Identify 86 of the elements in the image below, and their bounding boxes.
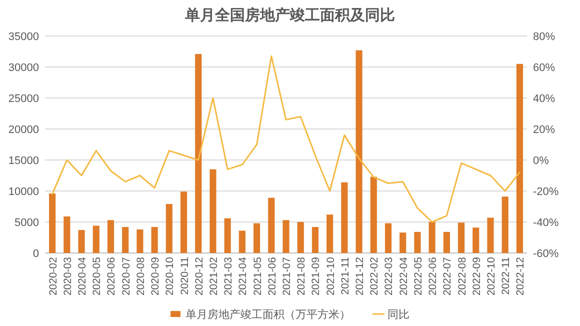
x-tick-label: 2020-06 [106,256,118,296]
y2-tick-label: 40% [533,93,556,105]
bar [472,228,480,253]
bar [400,232,406,253]
bar [64,216,70,253]
y-tick-label: 10000 [8,186,39,198]
x-tick-label: 2021-10 [324,256,337,296]
bar [282,220,290,253]
y-tick-label: 20000 [8,124,39,136]
bar [384,223,392,253]
chart-title: 单月全国房地产竣工面积及同比 [184,6,395,24]
y2-tick-label: -40% [533,217,559,229]
y2-tick-label: -20% [533,186,559,198]
x-tick-label: 2020-02 [47,256,60,296]
x-tick-label: 2022-02 [368,256,381,296]
bar [458,222,465,253]
x-tick-label: 2020-03 [62,256,74,296]
x-tick-label: 2022-12 [514,256,527,296]
bar [180,192,188,253]
x-tick-label: 2022-03 [383,256,396,296]
x-tick-label: 2022-09 [470,256,483,296]
bar [312,226,318,253]
bar [136,229,144,253]
bar [370,176,377,253]
x-tick-label: 2022-11 [500,256,512,295]
x-tick-label: 2022-08 [456,256,468,296]
bar [414,232,421,253]
x-tick-label: 2021-08 [296,256,308,296]
x-tick-label: 2020-09 [150,256,162,296]
bar [238,230,246,253]
legend-label: 单月房地产竣工面积（万平方米） [186,308,350,321]
x-tick-label: 2021-04 [237,256,250,296]
y-tick-label: 35000 [8,31,39,43]
bar [268,198,275,253]
x-tick-label: 2020-11 [178,256,191,295]
bar [107,220,114,253]
bar [487,218,494,253]
bar [122,226,129,253]
x-tick-label: 2021-02 [208,256,220,296]
x-tick-label: 2021-11 [339,256,352,295]
x-tick-label: 2020-04 [76,256,89,296]
bar [92,226,100,253]
x-tick-label: 2021-09 [310,256,322,296]
bar [195,54,202,253]
x-tick-label: 2021-12 [354,256,366,296]
bar [516,64,523,253]
bar [78,230,85,253]
line-series [52,55,520,223]
x-tick-label: 2021-06 [266,256,278,296]
x-tick-label: 2020-08 [134,256,147,296]
y-tick-label: 15000 [8,155,39,167]
bar [428,222,436,253]
x-tick-label: 2020-12 [193,256,206,296]
y2-tick-label: 80% [533,31,556,43]
bar [356,50,362,253]
x-tick-label: 2022-06 [427,256,440,296]
bar [502,196,508,253]
bar [443,232,450,253]
y-tick-label: 30000 [8,62,39,74]
x-tick-label: 2022-07 [442,256,454,296]
x-tick-label: 2021-07 [281,256,293,296]
bar [151,226,158,253]
bar [297,222,304,253]
y-tick-label: 25000 [8,93,39,105]
bar [166,204,172,253]
bar [224,218,231,253]
y2-tick-label: -60% [533,248,559,260]
x-tick-label: 2022-04 [398,256,410,296]
y-tick-label: 0 [32,248,39,260]
x-tick-label: 2022-10 [485,256,498,296]
y2-tick-label: 0% [533,155,550,167]
x-tick-label: 2020-07 [120,256,132,296]
y-tick-label: 5000 [14,217,39,229]
y2-tick-label: 60% [533,62,556,74]
bar [341,182,348,253]
bar [210,169,216,253]
bar [254,223,260,253]
y2-tick-label: 20% [533,124,556,136]
x-tick-label: 2020-05 [91,256,104,296]
x-tick-label: 2020-10 [164,256,176,296]
x-tick-label: 2022-05 [412,256,424,296]
x-tick-label: 2021-05 [252,256,264,296]
legend-label: 同比 [388,308,410,321]
bar [326,214,334,253]
bar [49,193,56,253]
x-tick-label: 2021-03 [222,256,235,296]
